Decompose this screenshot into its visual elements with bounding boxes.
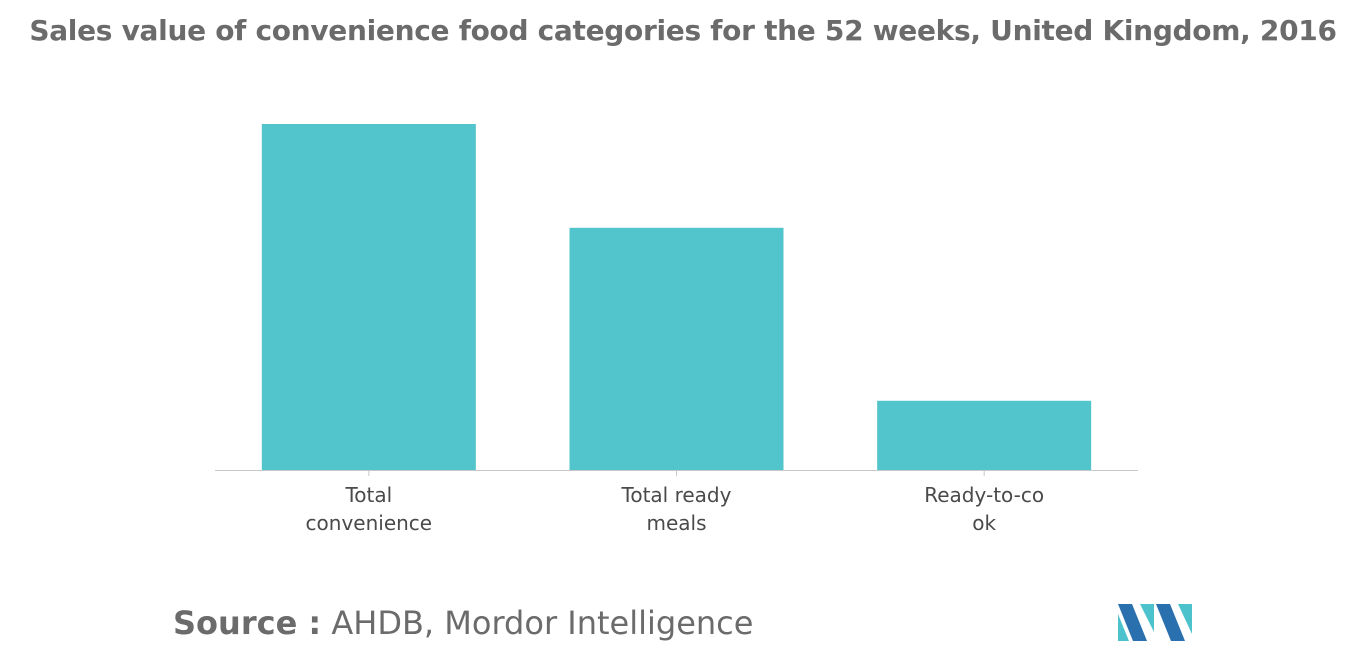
x-tick-label-1-line-0: Total ready xyxy=(621,483,732,507)
logo-left-dark xyxy=(1118,604,1147,641)
chart-title: Sales value of convenience food categori… xyxy=(29,14,1337,47)
x-tick-labels-group: Total convenience Total ready meals Ready-to… xyxy=(306,483,1045,535)
x-tick-label-0: Total convenience xyxy=(306,483,433,535)
x-tick-label-2-line-1: ok xyxy=(972,511,996,535)
bar-chart: Total convenience Total ready meals Ready-to… xyxy=(215,124,1138,535)
bar-2 xyxy=(877,400,1092,470)
source-note: Source : AHDB, Mordor Intelligence xyxy=(173,604,753,642)
source-label: Source : xyxy=(173,604,322,642)
x-tick-label-1-line-1: meals xyxy=(646,511,706,535)
x-tick-label-2-line-0: Ready-to-co xyxy=(924,483,1044,507)
bar-0 xyxy=(261,124,476,470)
x-tick-label-2: Ready-to-co ok xyxy=(924,483,1044,535)
x-ticks-group xyxy=(368,470,985,476)
x-tick-label-1: Total ready meals xyxy=(621,483,732,535)
bar-1 xyxy=(569,227,784,470)
bars-group xyxy=(261,124,1092,470)
mordor-intelligence-logo-icon xyxy=(1118,604,1192,641)
logo-right-light xyxy=(1178,604,1192,634)
logo-right-dark xyxy=(1156,604,1185,641)
logo-mid-light xyxy=(1140,604,1154,632)
source-text: AHDB, Mordor Intelligence xyxy=(321,604,754,642)
x-tick-label-0-line-0: Total xyxy=(344,483,392,507)
logo-left-light xyxy=(1118,614,1129,641)
x-tick-label-0-line-1: convenience xyxy=(306,511,433,535)
